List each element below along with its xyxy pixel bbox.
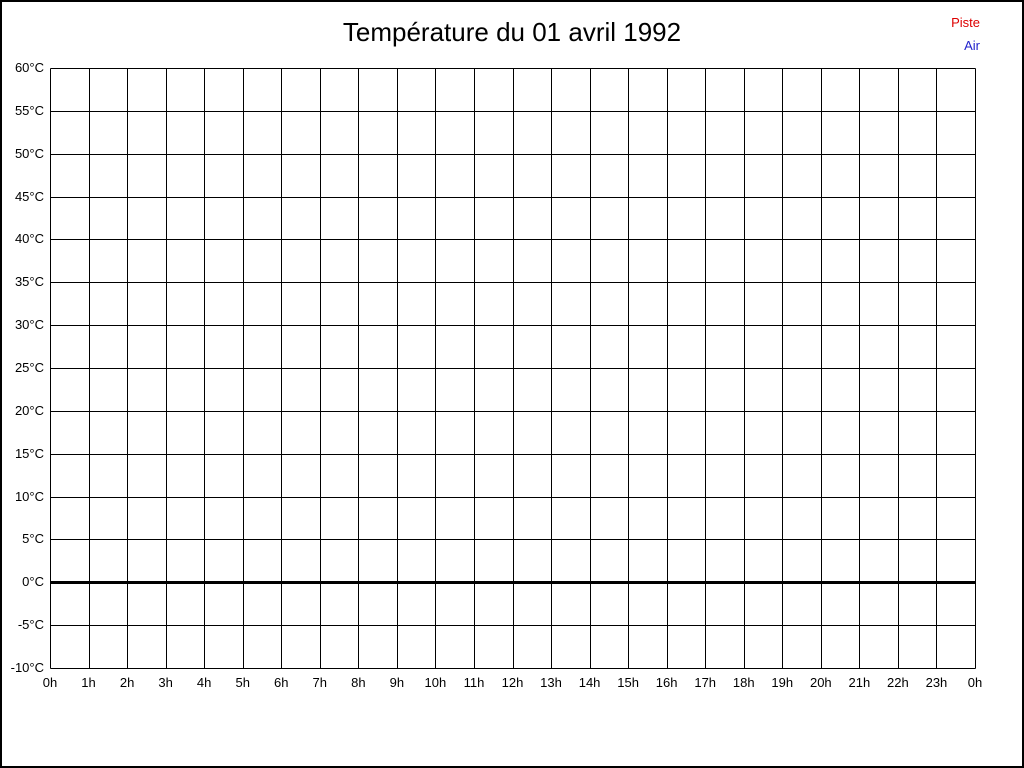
y-tick-label: 0°C bbox=[22, 574, 44, 590]
x-tick-label: 20h bbox=[809, 675, 832, 690]
x-tick-label: 15h bbox=[617, 675, 639, 690]
y-tick-label: 30°C bbox=[14, 317, 44, 333]
y-tick-label: 35°C bbox=[14, 274, 44, 290]
x-tick-label: 10h bbox=[424, 675, 447, 690]
x-tick-label: 8h bbox=[351, 675, 366, 690]
y-tick-label: 15°C bbox=[14, 445, 44, 461]
x-tick-label: 18h bbox=[732, 675, 755, 690]
x-tick-label: 12h bbox=[501, 675, 524, 690]
y-tick-label: 10°C bbox=[14, 488, 44, 504]
x-tick-label: 4h bbox=[196, 675, 212, 690]
y-tick-label: -10°C bbox=[10, 660, 44, 675]
x-tick-label: 0h bbox=[42, 675, 58, 690]
x-tick-label: 3h bbox=[158, 675, 173, 690]
x-tick-label: 17h bbox=[694, 675, 717, 690]
legend-item-piste: Piste bbox=[951, 15, 980, 30]
x-tick-label: 11h bbox=[463, 675, 485, 690]
plot-area bbox=[50, 68, 976, 669]
x-tick-label: 9h bbox=[389, 675, 405, 690]
y-tick-label: 25°C bbox=[14, 360, 44, 375]
y-tick-label: 5°C bbox=[22, 531, 44, 547]
x-tick-label: 5h bbox=[235, 675, 250, 690]
x-tick-label: 2h bbox=[119, 675, 135, 690]
y-tick-label: -5°C bbox=[17, 617, 44, 633]
x-tick-label: 23h bbox=[925, 675, 948, 690]
y-tick-label: 20°C bbox=[14, 402, 44, 418]
y-tick-label: 50°C bbox=[14, 145, 44, 161]
chart-title: Température du 01 avril 1992 bbox=[342, 17, 682, 47]
x-tick-label: 6h bbox=[274, 675, 289, 690]
x-tick-label: 13h bbox=[540, 675, 562, 690]
x-tick-label: 22h bbox=[887, 675, 909, 690]
x-tick-label: 21h bbox=[848, 675, 871, 690]
y-tick-label: 45°C bbox=[14, 188, 44, 204]
y-tick-label: 40°C bbox=[14, 231, 44, 247]
y-tick-label: 60°C bbox=[14, 60, 44, 75]
x-tick-label: 7h bbox=[312, 675, 328, 690]
x-tick-label: 16h bbox=[655, 675, 678, 690]
x-tick-label: 19h bbox=[771, 675, 794, 690]
x-tick-label: 14h bbox=[578, 675, 601, 690]
grid bbox=[50, 68, 976, 669]
x-tick-label: 1h bbox=[81, 675, 96, 690]
legend-item-air: Air bbox=[964, 38, 980, 53]
legend: Piste Air bbox=[951, 11, 980, 57]
x-tick-label: 0h bbox=[967, 675, 983, 690]
y-tick-label: 55°C bbox=[14, 102, 44, 118]
